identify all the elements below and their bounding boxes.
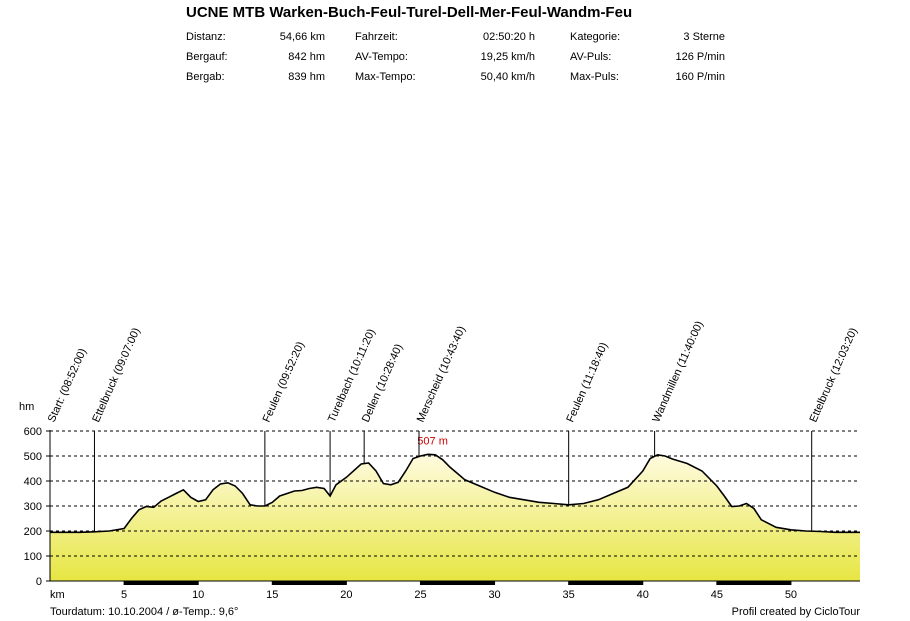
stat-value: 126 P/min [675,51,725,63]
x-tick-label: 20 [340,589,352,601]
stat-label: AV-Puls: [570,51,612,63]
stat-label: Kategorie: [570,31,621,43]
stat-label: Fahrzeit: [355,31,398,43]
waypoint-label: Feulen (09:52:20) [261,340,307,424]
waypoint-label: Feulen (11:18:40) [564,341,610,424]
y-axis-label: hm [19,401,34,413]
distance-bar-segment [420,581,495,585]
x-tick-label: 45 [711,589,723,601]
stat-value: 02:50:20 h [483,31,535,43]
y-tick-label: 500 [24,451,42,463]
waypoint-label: Ettelbruck (09:07:00) [90,326,143,424]
x-tick-label: 25 [414,589,426,601]
x-tick-label: 35 [563,589,575,601]
stat-value: 54,66 km [279,31,325,43]
distance-bar-segment [716,581,791,585]
stat-label: AV-Tempo: [355,51,408,63]
stat-label: Max-Tempo: [355,71,416,83]
elevation-area [50,454,860,581]
y-tick-label: 0 [36,576,42,588]
page-title: UCNE MTB Warken-Buch-Feul-Turel-Dell-Mer… [186,4,633,21]
x-tick-label: 10 [192,589,204,601]
x-tick-label: 40 [637,589,649,601]
stat-label: Max-Puls: [570,71,619,83]
x-tick-label: 30 [488,589,500,601]
max-elevation-label: 507 m [417,435,448,447]
waypoint-label: Ettelbruck (12:03:20) [807,326,860,424]
x-axis-label: km [50,589,65,601]
y-tick-label: 300 [24,501,42,513]
stat-value: 19,25 km/h [480,51,535,63]
axes: 0 100 200 300 400 500 600 hm 5 10 15 20 25 30 35 40 45 50… [19,401,860,601]
x-tick-label: 50 [785,589,797,601]
y-tick-label: 200 [24,526,42,538]
y-tick-label: 100 [24,551,42,563]
waypoint-label: Wandmillen (11:40:00) [650,319,705,424]
distance-bar-segment [272,581,347,585]
stat-value: 160 P/min [675,71,725,83]
footer-credit: Profil created by CicloTour [731,606,860,618]
y-tick-label: 600 [24,426,42,438]
stat-value: 50,40 km/h [480,71,535,83]
elevation-line [50,453,860,534]
x-tick-label: 5 [121,589,127,601]
stat-label: Bergauf: [186,51,228,63]
stat-value: 839 hm [288,71,325,83]
distance-bar-segment [124,581,199,585]
stat-label: Distanz: [186,31,226,43]
distance-bar-segment [568,581,643,585]
stat-label: Bergab: [186,71,225,83]
footer-tour-date: Tourdatum: 10.10.2004 / ø-Temp.: 9,6° [50,606,239,618]
y-tick-label: 400 [24,476,42,488]
x-tick-label: 15 [266,589,278,601]
stat-value: 3 Sterne [683,31,725,43]
plot-area: 507 m [50,430,860,581]
waypoint-label: Start: (08:52:00) [46,347,89,425]
waypoint-label: Merscheid (10:43:40) [415,324,468,424]
stat-value: 842 hm [288,51,325,63]
